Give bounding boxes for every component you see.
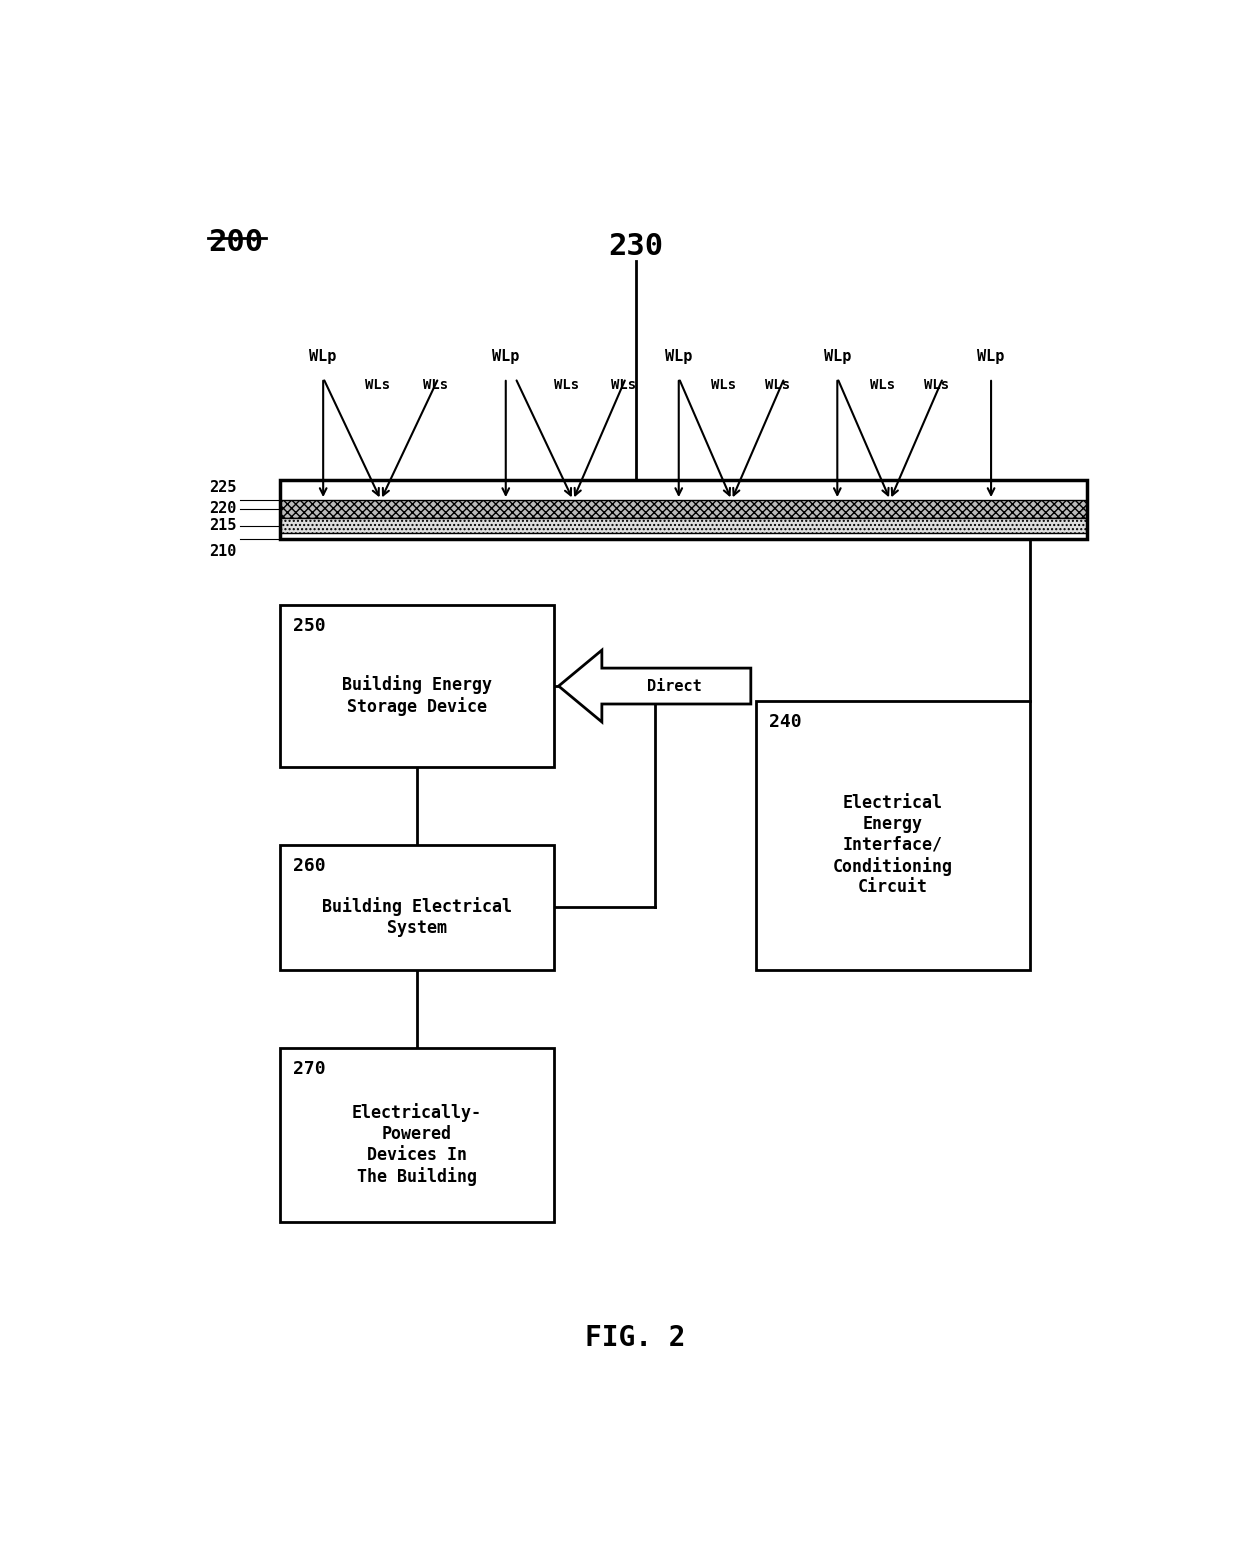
Text: Direct: Direct — [646, 679, 702, 693]
Bar — [280, 606, 554, 766]
Bar — [280, 517, 1087, 533]
Polygon shape — [558, 650, 751, 723]
Text: WLp: WLp — [492, 348, 520, 364]
Text: WLs: WLs — [712, 378, 737, 392]
Bar — [280, 480, 1087, 539]
Text: 210: 210 — [210, 544, 237, 559]
Text: WLs: WLs — [423, 378, 448, 392]
Text: 240: 240 — [769, 713, 802, 730]
Text: 225: 225 — [210, 480, 237, 496]
Text: 230: 230 — [608, 232, 663, 261]
Text: WLp: WLp — [310, 348, 337, 364]
Text: Electrical
Energy
Interface/
Conditioning
Circuit: Electrical Energy Interface/ Conditionin… — [832, 794, 952, 897]
Bar — [280, 845, 554, 970]
Text: 215: 215 — [210, 517, 237, 533]
Text: WLs: WLs — [870, 378, 895, 392]
Text: 270: 270 — [294, 1060, 326, 1078]
Text: FIG. 2: FIG. 2 — [585, 1324, 686, 1352]
Text: 200: 200 — [208, 228, 263, 258]
Text: 260: 260 — [294, 856, 326, 875]
Text: WLs: WLs — [765, 378, 790, 392]
Text: Building Electrical
System: Building Electrical System — [322, 897, 512, 937]
Text: Electrically-
Powered
Devices In
The Building: Electrically- Powered Devices In The Bui… — [352, 1103, 482, 1186]
Text: WLp: WLp — [977, 348, 1004, 364]
Text: WLp: WLp — [823, 348, 851, 364]
Text: WLs: WLs — [924, 378, 949, 392]
Text: WLs: WLs — [554, 378, 579, 392]
Bar — [280, 500, 1087, 517]
Text: WLp: WLp — [665, 348, 692, 364]
Text: WLs: WLs — [611, 378, 636, 392]
Text: WLs: WLs — [366, 378, 391, 392]
Text: 250: 250 — [294, 617, 326, 636]
Bar — [755, 701, 1029, 970]
Text: Building Energy
Storage Device: Building Energy Storage Device — [342, 674, 492, 716]
Text: 220: 220 — [210, 502, 237, 516]
Bar — [280, 1047, 554, 1221]
